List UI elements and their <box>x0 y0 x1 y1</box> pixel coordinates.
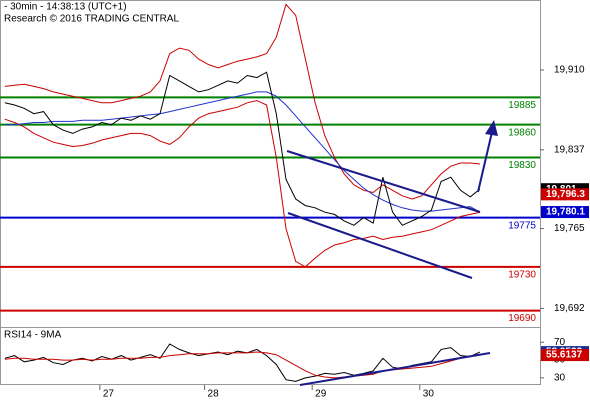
x-tick-label: 29 <box>315 389 327 400</box>
level-label: 19860 <box>508 127 536 138</box>
arrow-line <box>477 131 493 193</box>
last-value-label: 19,796.3 <box>546 189 585 200</box>
last-value-box <box>541 349 589 362</box>
x-tick-label: 28 <box>208 389 220 400</box>
level-label: 19830 <box>508 160 536 171</box>
y-tick-label: 19,837 <box>554 144 585 155</box>
rsi-title: RSI14 - 9MA <box>4 330 62 341</box>
x-tick-label: 27 <box>103 389 115 400</box>
last-value-label: 19,780.1 <box>546 207 585 218</box>
series-line <box>4 91 481 213</box>
last-value-box <box>541 206 589 219</box>
last-value-box <box>541 188 589 201</box>
level-label: 19690 <box>508 313 536 324</box>
trend-line <box>299 352 491 386</box>
x-tick-label: 30 <box>423 389 435 400</box>
trend-line <box>286 150 481 213</box>
plot-frame <box>0 0 541 385</box>
series-line <box>4 3 480 200</box>
series-line <box>4 351 480 379</box>
series-line <box>4 71 481 226</box>
arrow-head <box>485 120 498 136</box>
y-tick-label: 19,765 <box>554 223 585 234</box>
annotations <box>286 120 498 386</box>
level-label: 19775 <box>508 220 536 231</box>
y-tick-label: 70 <box>554 337 566 348</box>
chart-source: Research © 2016 TRADING CENTRAL <box>4 14 179 25</box>
level-label: 19885 <box>508 100 536 111</box>
y-tick-label: 19,910 <box>554 65 585 76</box>
level-label: 19730 <box>508 269 536 280</box>
trend-line <box>287 212 473 279</box>
y-tick-label: 19,692 <box>554 303 585 314</box>
last-value-label: 55.6137 <box>546 350 583 361</box>
chart-title: - 30min - 14:38:13 (UTC+1) <box>4 2 127 13</box>
series-line <box>4 100 481 268</box>
y-tick-label: 30 <box>554 373 566 384</box>
